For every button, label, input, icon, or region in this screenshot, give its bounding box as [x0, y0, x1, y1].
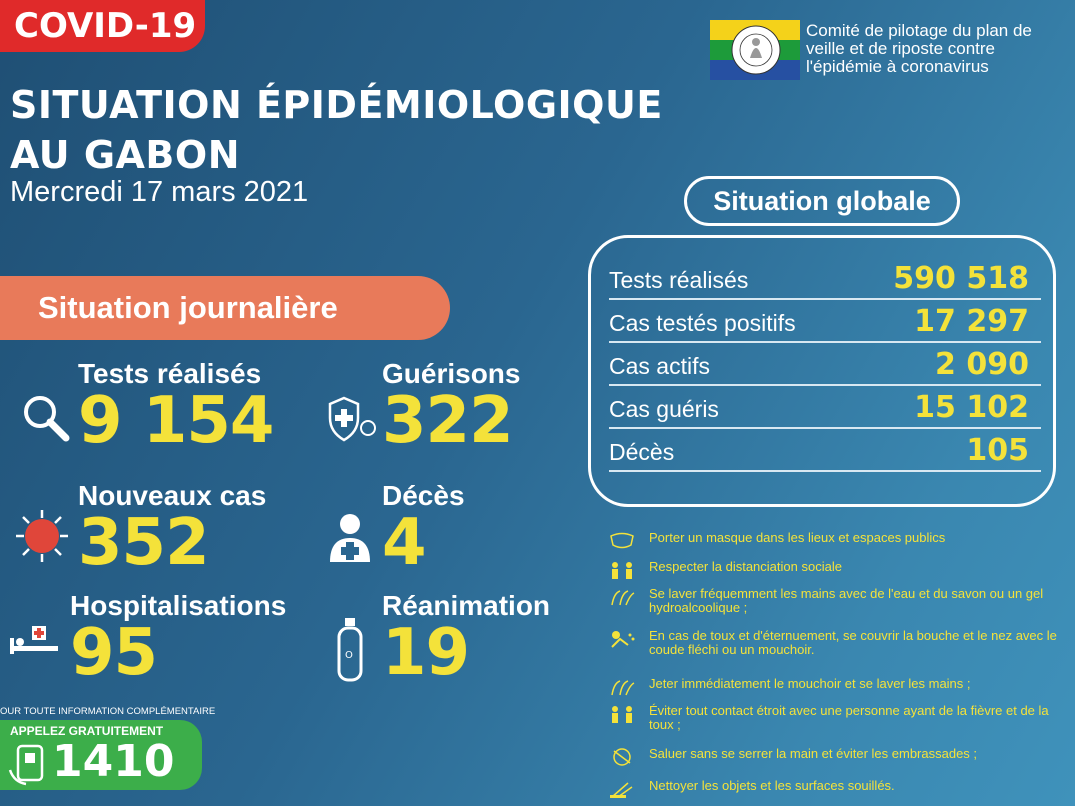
call-label: APPELEZ GRATUITEMENT	[10, 724, 164, 738]
global-row-tests: Tests réalisés 590 518	[609, 256, 1041, 300]
distance-icon	[612, 706, 632, 723]
global-label: Cas actifs	[609, 353, 710, 379]
global-value: 2 090	[935, 347, 1029, 382]
no-handshake-icon	[613, 748, 631, 766]
stat-value-new-cases: 352	[78, 506, 210, 580]
hospital-bed-icon	[10, 626, 58, 654]
title-line-2: AU GABON	[10, 133, 240, 177]
stat-value-deaths: 4	[382, 506, 427, 580]
call-box[interactable]: APPELEZ GRATUITEMENT 1410	[0, 720, 202, 790]
tip-text: Nettoyer les objets et les surfaces soui…	[649, 778, 895, 793]
covid-tag: COVID-19	[0, 0, 205, 52]
tip-text: Jeter immédiatement le mouchoir et se la…	[649, 676, 971, 691]
cough-icon	[611, 631, 635, 648]
tip-text: Respecter la distanciation sociale	[649, 559, 842, 574]
oxygen-tank-icon: O	[337, 618, 363, 682]
mask-icon	[610, 532, 634, 549]
global-label: Décès	[609, 439, 675, 465]
magnifier-icon	[24, 396, 70, 442]
tip-text: Se laver fréquemment les mains avec de l…	[649, 586, 1044, 615]
global-value: 15 102	[914, 390, 1029, 425]
distance-icon	[612, 562, 632, 579]
tip-text: En cas de toux et d'éternuement, se couv…	[649, 628, 1057, 657]
stat-value-tests: 9 154	[78, 384, 274, 458]
global-label: Cas guéris	[609, 396, 719, 422]
stat-label-icu: Réanimation	[382, 590, 551, 621]
page-title: SITUATION ÉPIDÉMIOLOGIQUE AU GABON	[10, 80, 663, 180]
call-number[interactable]: 1410	[52, 736, 175, 787]
global-row-active: Cas actifs 2 090	[609, 342, 1041, 386]
global-title: Situation globale	[684, 176, 960, 226]
committee-name: Comité de pilotage du plan de veille et …	[806, 21, 1032, 76]
person-cross-icon	[330, 514, 370, 562]
cleaning-icon	[610, 782, 633, 798]
svg-text:O: O	[345, 650, 353, 661]
shield-virus-icon	[328, 396, 376, 442]
phone-icon	[8, 744, 44, 786]
tip-text: Éviter tout contact étroit avec une pers…	[649, 703, 1049, 732]
stat-value-hospital: 95	[70, 616, 158, 690]
report-date: Mercredi 17 mars 2021	[10, 176, 309, 208]
tip-text: Saluer sans se serrer la main et éviter …	[649, 746, 978, 761]
committee-logo: Comité de pilotage du plan de veille et …	[710, 20, 1070, 84]
global-row-deaths: Décès 105	[609, 428, 1041, 472]
stat-label-new-cases: Nouveaux cas	[78, 480, 267, 511]
global-value: 17 297	[914, 304, 1029, 339]
virus-icon	[16, 510, 68, 562]
hand-wash-icon	[611, 590, 635, 606]
stat-label-recoveries: Guérisons	[382, 358, 521, 389]
contact-info: OUR TOUTE INFORMATION COMPLÉMENTAIRE	[0, 706, 216, 717]
global-row-recovered: Cas guéris 15 102	[609, 385, 1041, 429]
global-label: Tests réalisés	[609, 267, 749, 293]
global-label: Cas testés positifs	[609, 310, 796, 336]
stat-label-tests: Tests réalisés	[78, 358, 262, 389]
stat-value-icu: 19	[382, 616, 470, 690]
stat-value-recoveries: 322	[382, 384, 514, 458]
hand-wash-icon	[611, 680, 635, 696]
stat-label-deaths: Décès	[382, 480, 465, 511]
stat-label-hospital: Hospitalisations	[70, 590, 287, 621]
global-value: 590 518	[893, 261, 1029, 296]
tip-text: Porter un masque dans les lieux et espac…	[649, 530, 946, 545]
gabon-flag-icon	[710, 20, 800, 80]
global-value: 105	[966, 433, 1029, 468]
title-line-1: SITUATION ÉPIDÉMIOLOGIQUE	[10, 83, 663, 127]
global-row-positives: Cas testés positifs 17 297	[609, 299, 1041, 343]
global-table: Tests réalisés 590 518 Cas testés positi…	[588, 235, 1056, 507]
daily-banner: Situation journalière	[0, 276, 450, 340]
